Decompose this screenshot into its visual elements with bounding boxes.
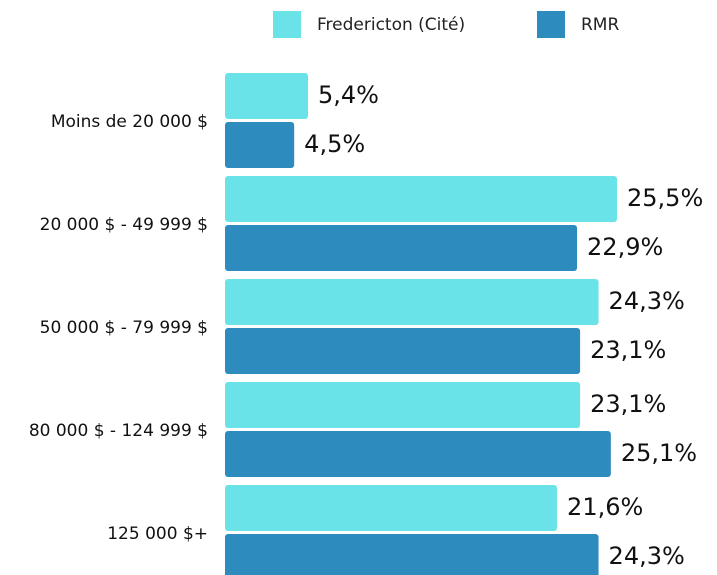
category-label: Moins de 20 000 $ <box>51 112 208 132</box>
bar <box>225 328 581 374</box>
legend-label: RMR <box>581 15 619 35</box>
legend-label: Fredericton (Cité) <box>317 15 465 35</box>
bar <box>225 431 611 477</box>
category-label: 20 000 $ - 49 999 $ <box>40 215 208 235</box>
bar <box>225 534 599 575</box>
value-label: 24,3% <box>609 542 685 570</box>
value-label: 4,5% <box>304 130 365 158</box>
value-label: 5,4% <box>318 81 379 109</box>
value-label: 22,9% <box>587 233 663 261</box>
value-label: 25,5% <box>627 184 703 212</box>
bar <box>225 279 599 325</box>
category-label: 50 000 $ - 79 999 $ <box>40 318 208 338</box>
bar <box>225 485 558 531</box>
value-label: 23,1% <box>590 390 666 418</box>
bar <box>225 176 617 222</box>
legend-swatch <box>273 11 301 38</box>
value-label: 25,1% <box>621 439 697 467</box>
category-label: 80 000 $ - 124 999 $ <box>29 421 208 441</box>
legend-swatch <box>537 11 565 38</box>
value-label: 21,6% <box>567 493 643 521</box>
bar <box>225 73 309 119</box>
bar <box>225 122 295 168</box>
category-label: 125 000 $+ <box>107 524 208 544</box>
bar <box>225 225 578 271</box>
value-label: 23,1% <box>590 336 666 364</box>
bar <box>225 382 581 428</box>
value-label: 24,3% <box>609 287 685 315</box>
